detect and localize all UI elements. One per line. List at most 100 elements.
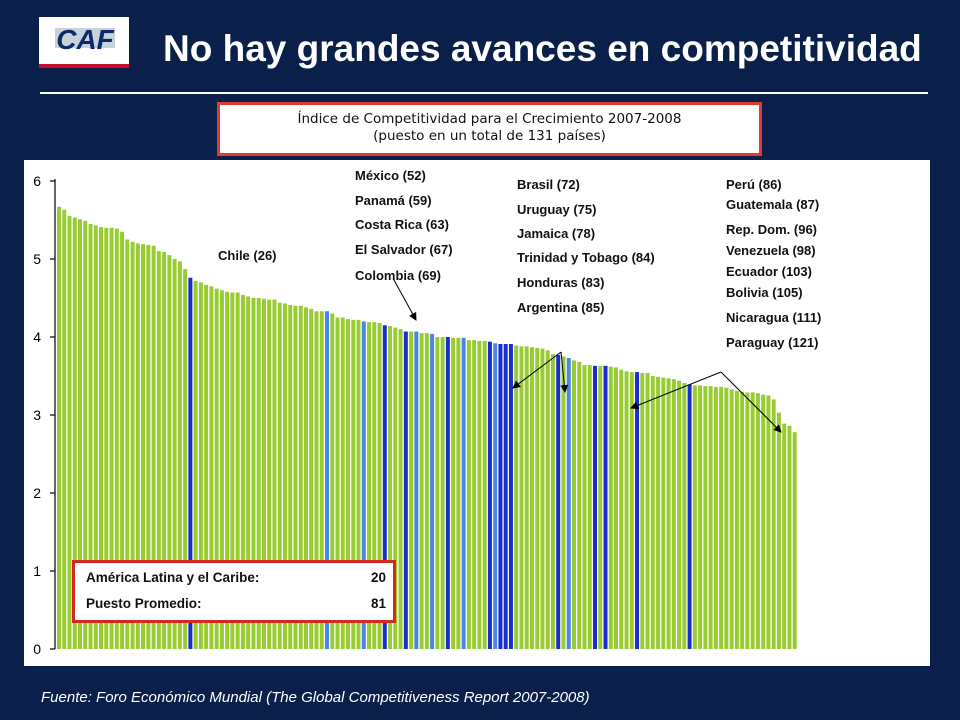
bar — [677, 380, 682, 649]
annotation-chile: Chile (26) — [218, 248, 277, 263]
summary-box: América Latina y el Caribe: 20 Puesto Pr… — [72, 560, 396, 623]
annotation-arrow — [393, 279, 417, 321]
bar — [214, 288, 219, 649]
bar — [235, 292, 240, 649]
annotation-mexico: México (52) — [355, 168, 426, 183]
annotation-peru: Perú (86) — [726, 177, 782, 192]
bar — [608, 366, 613, 649]
bar — [729, 389, 734, 649]
bar — [120, 231, 125, 649]
bar — [62, 209, 67, 650]
bar — [435, 337, 440, 649]
annotation-guatemala: Guatemala (87) — [726, 197, 820, 212]
bar — [303, 307, 308, 649]
bar — [734, 390, 739, 649]
bar — [267, 299, 272, 649]
bar — [461, 337, 466, 649]
annotation-arrow — [512, 351, 562, 389]
y-tick-label: 1 — [33, 563, 41, 579]
bar — [682, 383, 687, 649]
bar — [614, 367, 619, 649]
logo-text: CAF — [56, 24, 114, 55]
chart-subtitle: (puesto en un total de 131 países) — [373, 128, 606, 144]
bar — [761, 394, 766, 649]
bar — [325, 311, 329, 649]
bar — [635, 372, 640, 649]
bar — [256, 298, 261, 649]
bar — [503, 344, 508, 649]
bar — [498, 344, 503, 649]
bar — [719, 386, 724, 649]
annotation-colombia: Colombia (69) — [355, 268, 441, 283]
bar — [724, 387, 729, 649]
bar — [550, 354, 555, 649]
bar — [388, 326, 393, 649]
annotation-brasil: Brasil (72) — [517, 177, 580, 192]
annotation-arrow — [720, 371, 782, 433]
bar — [640, 372, 645, 649]
bar — [666, 378, 671, 649]
bar — [93, 225, 98, 649]
annotation-rep-dom: Rep. Dom. (96) — [726, 222, 818, 237]
annotation-arrow — [560, 351, 569, 393]
bar — [314, 311, 319, 649]
annotation-venezuela: Venezuela (98) — [726, 243, 816, 258]
bar — [535, 347, 540, 649]
bar — [330, 313, 335, 649]
bar — [451, 337, 456, 649]
bar — [109, 227, 114, 650]
bar — [466, 340, 471, 649]
bar — [393, 327, 398, 649]
bar — [351, 319, 356, 649]
bar — [593, 365, 598, 649]
bar — [519, 346, 524, 649]
bar — [225, 291, 230, 649]
bar — [293, 305, 298, 649]
bar — [88, 223, 93, 649]
annotation-honduras: Honduras (83) — [517, 275, 605, 290]
bar — [135, 243, 140, 649]
bar — [477, 340, 482, 649]
annotation-el-salvador: El Salvador (67) — [355, 242, 453, 257]
bar — [687, 384, 692, 649]
bar — [230, 292, 235, 649]
bar — [398, 329, 403, 649]
bar — [708, 386, 713, 649]
y-tick-label: 5 — [33, 251, 41, 267]
source-note: Fuente: Foro Económico Mundial (The Glob… — [41, 689, 590, 706]
annotation-argentina: Argentina (85) — [517, 300, 605, 315]
bar — [445, 337, 450, 649]
bar — [524, 346, 529, 649]
bar — [209, 286, 214, 649]
bar — [792, 432, 797, 649]
annotation-arrow — [630, 371, 722, 410]
y-tick-label: 6 — [33, 173, 41, 189]
bar — [508, 344, 513, 649]
bar — [83, 220, 88, 649]
bar — [78, 219, 83, 649]
title-divider — [40, 92, 928, 94]
bar — [125, 239, 130, 649]
bar — [771, 399, 776, 649]
bar — [72, 217, 77, 649]
bar — [766, 395, 771, 649]
bar — [67, 216, 72, 649]
bar — [156, 251, 161, 649]
bar — [277, 302, 282, 649]
bar — [309, 308, 314, 649]
bar — [556, 354, 561, 649]
annotation-trinidad: Trinidad y Tobago (84) — [517, 250, 655, 265]
bar — [141, 244, 146, 649]
bar — [246, 296, 251, 649]
summary-value-count: 20 — [371, 570, 387, 585]
annotation-costa-rica: Costa Rica (63) — [355, 217, 449, 232]
bar — [272, 299, 277, 649]
bar — [372, 322, 377, 649]
annotation-panama: Panamá (59) — [355, 193, 432, 208]
bar — [57, 206, 61, 650]
bar — [403, 331, 408, 649]
bar — [750, 392, 755, 649]
y-tick-label: 4 — [33, 329, 41, 345]
bar — [219, 290, 224, 649]
bar — [540, 348, 545, 649]
